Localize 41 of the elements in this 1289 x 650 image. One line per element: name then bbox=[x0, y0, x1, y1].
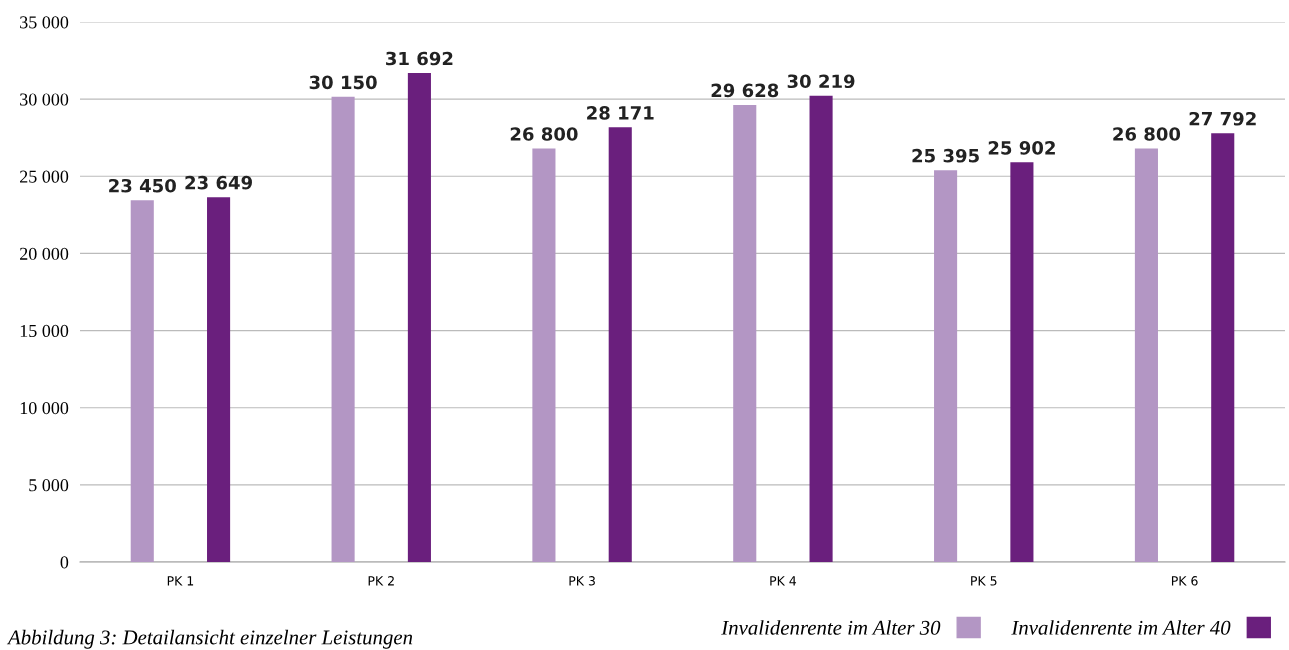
bar bbox=[532, 148, 556, 562]
x-tick-label: PK 6 bbox=[1171, 576, 1198, 586]
data-label: 31 692 bbox=[386, 51, 453, 66]
bar bbox=[934, 170, 958, 562]
data-label: 25 902 bbox=[988, 141, 1055, 155]
bar bbox=[608, 127, 632, 562]
bar bbox=[331, 96, 355, 562]
bar bbox=[130, 200, 154, 562]
bar bbox=[733, 104, 757, 562]
data-label: 26 800 bbox=[510, 127, 578, 141]
y-tick-label: 10 000 bbox=[20, 401, 69, 415]
bar bbox=[809, 95, 833, 562]
x-tick-label: PK 1 bbox=[167, 576, 194, 586]
data-label: 23 649 bbox=[185, 175, 252, 190]
data-label: 30 219 bbox=[787, 74, 855, 89]
y-tick-label: 15 000 bbox=[20, 324, 69, 338]
data-label: 26 800 bbox=[1113, 127, 1181, 141]
data-label: 29 628 bbox=[711, 83, 779, 98]
data-label: 27 792 bbox=[1189, 111, 1256, 126]
y-tick-label: 30 000 bbox=[20, 93, 69, 106]
x-tick-label: PK 5 bbox=[971, 576, 997, 586]
x-tick-label: PK 4 bbox=[770, 576, 797, 586]
y-tick-label: 0 bbox=[60, 556, 69, 569]
bar bbox=[1211, 133, 1235, 562]
bar bbox=[1010, 162, 1034, 562]
y-tick-label: 35 000 bbox=[20, 16, 69, 29]
y-tick-label: 25 000 bbox=[20, 170, 69, 183]
data-label: 30 150 bbox=[309, 75, 377, 90]
y-tick-label: 20 000 bbox=[20, 247, 69, 260]
x-tick-label: PK 2 bbox=[368, 576, 394, 586]
bar bbox=[207, 197, 231, 562]
bar bbox=[407, 73, 431, 562]
x-tick-label: PK 3 bbox=[569, 576, 595, 586]
data-label: 28 171 bbox=[587, 106, 654, 120]
data-label: 23 450 bbox=[109, 178, 176, 193]
bar bbox=[1134, 148, 1158, 562]
data-label: 25 395 bbox=[912, 148, 979, 163]
legend-label: Invalidenrente im Alter 40 bbox=[1011, 620, 1231, 635]
text: Abbildung 3: Detailansicht einzelner Leistungen bbox=[6, 629, 413, 649]
y-tick-label: 5 000 bbox=[29, 479, 69, 492]
legend-label: Invalidenrente im Alter 30 bbox=[721, 620, 941, 635]
